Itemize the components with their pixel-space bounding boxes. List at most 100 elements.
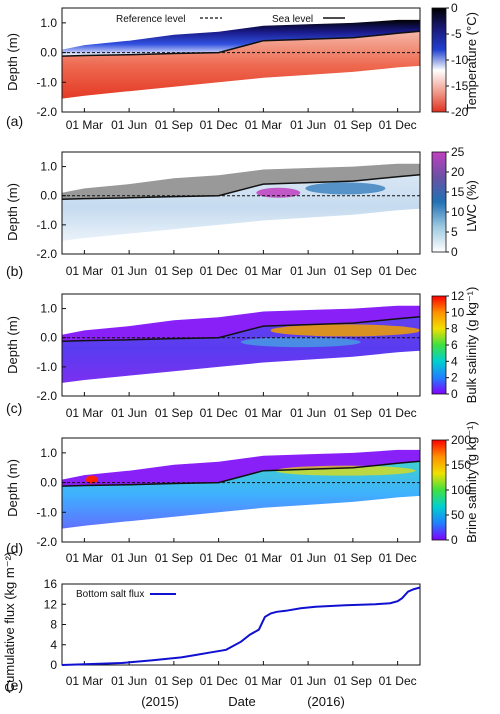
- month-tick-label: 01 Dec: [379, 406, 417, 420]
- panel-label-a: (a): [6, 113, 23, 129]
- month-tick-label: 01 Sep: [155, 551, 193, 565]
- colorbar-tick-label: 20: [451, 165, 465, 179]
- month-tick-label: 01 Mar: [66, 406, 103, 420]
- colorbar-label-c: Bulk salinity (g kg⁻¹): [464, 287, 479, 404]
- bulk-salinity-mid-zone: [240, 337, 361, 348]
- colorbar-tick-label: 150: [451, 458, 471, 472]
- y-tick-label: -1.0: [36, 75, 57, 89]
- colorbar-tick-label: 100: [451, 483, 471, 497]
- month-tick-label: 01 Sep: [155, 118, 193, 132]
- y-tick-label: 12: [44, 597, 58, 611]
- series-bottom-salt-flux: [61, 586, 421, 666]
- y-tick-label: -2.0: [36, 535, 57, 549]
- y-tick-label: 0.0: [40, 46, 57, 60]
- month-tick-label: 01 Jun: [111, 674, 147, 688]
- lwc-mid-zone: [305, 182, 386, 195]
- plot-frame: [61, 7, 421, 113]
- colorbar-b: [431, 151, 447, 253]
- y-tick-label: -1.0: [36, 218, 57, 232]
- y-tick-label: 1.0: [40, 446, 57, 460]
- month-tick-label: 01 Sep: [155, 674, 193, 688]
- y-tick-label: 4: [50, 638, 57, 652]
- month-tick-label: 01 Mar: [66, 551, 103, 565]
- plot-frame: [61, 583, 421, 666]
- sea-level-line: [61, 173, 421, 200]
- colorbar-label-d: Brine salinity (g kg⁻¹): [464, 421, 479, 543]
- y-tick-label: -2.0: [36, 105, 57, 119]
- colorbar-tick-label: 10: [451, 305, 465, 319]
- y-tick-label: 8: [50, 618, 57, 632]
- xlabel-date: Date: [228, 694, 255, 709]
- colorbar-d: [431, 439, 447, 541]
- colorbar-a: [431, 7, 447, 113]
- colorbar-tick-label: 0: [451, 245, 458, 259]
- brine-salinity-hot-spot: [85, 475, 98, 484]
- month-tick-label: 01 Jun: [290, 118, 326, 132]
- snow-layer: [62, 449, 420, 487]
- colorbar-tick-label: 2: [451, 371, 458, 385]
- y-tick-label: 1.0: [40, 302, 57, 316]
- colorbar-tick-label: 4: [451, 354, 458, 368]
- month-tick-label: 01 Dec: [200, 118, 238, 132]
- snow-layer: [62, 163, 420, 200]
- panel-c: 1.0 0.0 -1.0 -2.0 12 10 8 6 4 2 0 (c) Depth (m) Bu…: [5, 287, 479, 416]
- colorbar-tick-label: -15: [451, 79, 469, 93]
- month-tick-label: 01 Dec: [200, 674, 238, 688]
- y-tick-label: -1.0: [36, 360, 57, 374]
- panel-d: 1.0 0.0 -1.0 -2.0 200 150 100 50 0 (d) Depth (m)…: [5, 421, 479, 556]
- month-tick-label: 01 Jun: [111, 118, 147, 132]
- month-tick-label: 01 Dec: [379, 551, 417, 565]
- ice-layer: [62, 31, 420, 99]
- y-tick-label: 1.0: [40, 16, 57, 30]
- month-tick-label: 01 Dec: [379, 264, 417, 278]
- month-tick-label: 01 Sep: [334, 674, 372, 688]
- y-tick-label: -2.0: [36, 247, 57, 261]
- sea-level-line: [61, 30, 421, 57]
- plot-frame: [61, 437, 421, 543]
- colorbar-tick-label: 200: [451, 433, 471, 447]
- month-tick-label: 01 Mar: [245, 264, 282, 278]
- sea-level-line: [61, 315, 421, 342]
- month-tick-label: 01 Sep: [334, 264, 372, 278]
- month-tick-label: 01 Jun: [290, 674, 326, 688]
- brine-salinity-high-zone: [275, 465, 416, 476]
- colorbar-tick-label: 0: [451, 533, 458, 547]
- panel-a: 1.0 0.0 -1.0 -2.0 0 -5 -10 -15 -20 Reference lev…: [5, 1, 479, 129]
- lwc-high-zone: [256, 187, 301, 198]
- y-tick-label: 1.0: [40, 160, 57, 174]
- month-tick-label: 01 Dec: [200, 551, 238, 565]
- month-tick-label: 01 Jun: [290, 406, 326, 420]
- legend-a: Reference level Sea level: [116, 14, 345, 25]
- y-tick-label: 0.0: [40, 189, 57, 203]
- colorbar-c: [431, 295, 447, 395]
- ylabel-d: Depth (m): [5, 459, 20, 517]
- month-tick-label: 01 Sep: [334, 118, 372, 132]
- colorbar-tick-label: 12: [451, 289, 465, 303]
- colorbar-tick-label: 25: [451, 145, 465, 159]
- month-tick-label: 01 Mar: [245, 551, 282, 565]
- month-tick-label: 01 Mar: [245, 118, 282, 132]
- year-label-2016: (2016): [307, 694, 345, 709]
- month-tick-label: 01 Dec: [200, 406, 238, 420]
- colorbar-tick-label: -20: [451, 105, 469, 119]
- y-tick-label: -2.0: [36, 389, 57, 403]
- ylabel-a: Depth (m): [5, 33, 20, 91]
- plot-frame: [61, 293, 421, 397]
- month-tick-label: 01 Dec: [379, 118, 417, 132]
- month-tick-label: 01 Dec: [379, 674, 417, 688]
- ylabel-c: Depth (m): [5, 316, 20, 374]
- month-tick-label: 01 Jun: [111, 551, 147, 565]
- month-tick-label: 01 Mar: [245, 406, 282, 420]
- snow-layer: [62, 19, 420, 57]
- month-tick-label: 01 Jun: [111, 264, 147, 278]
- year-label-2015: (2015): [141, 694, 179, 709]
- legend-reference-level: Reference level: [116, 14, 185, 25]
- colorbar-tick-label: -5: [451, 27, 462, 41]
- brine-salinity-field: 1.0 0.0 -1.0 -2.0 200 150 100 50 0: [36, 433, 471, 549]
- bulk-salinity-high-zone: [270, 324, 421, 337]
- sea-level-line: [61, 460, 421, 487]
- y-tick-label: 0.0: [40, 476, 57, 490]
- month-tick-label: 01 Sep: [334, 551, 372, 565]
- month-tick-label: 01 Sep: [155, 406, 193, 420]
